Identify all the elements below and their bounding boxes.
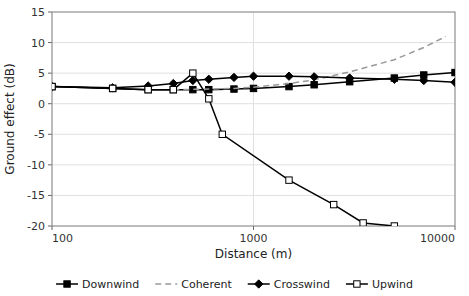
y-tick-label: -15 [27, 189, 45, 202]
point-marker [360, 220, 366, 226]
point-marker [311, 82, 317, 88]
point-marker [206, 96, 212, 102]
x-tick-label: 1000 [240, 232, 268, 245]
legend-item: Crosswind [248, 278, 330, 291]
y-tick-label: -10 [27, 159, 45, 172]
legend-label: Coherent [181, 278, 232, 291]
y-tick-label: 0 [38, 98, 45, 111]
point-marker [230, 73, 238, 81]
y-tick-label: 10 [31, 37, 45, 50]
point-marker [250, 85, 256, 91]
x-tick [52, 226, 53, 230]
legend-label: Downwind [82, 278, 139, 291]
point-marker [109, 85, 115, 91]
legend-swatch [155, 283, 177, 285]
point-marker [170, 86, 176, 92]
point-marker [190, 70, 196, 76]
x-axis-label: Distance (m) [215, 247, 292, 261]
y-tick [48, 12, 52, 13]
x-tick-label: 100 [52, 232, 73, 245]
legend-label: Upwind [372, 278, 413, 291]
point-marker [391, 223, 397, 226]
series-line [52, 73, 394, 226]
y-tick-label: 5 [38, 67, 45, 80]
point-marker [345, 74, 353, 82]
point-marker [310, 73, 318, 81]
legend-item: Downwind [56, 278, 139, 291]
y-tick [48, 103, 52, 104]
y-tick-label: -20 [27, 220, 45, 233]
grid [52, 12, 455, 226]
legend-item: Coherent [155, 278, 232, 291]
y-tick [48, 73, 52, 74]
legend-label: Crosswind [274, 278, 330, 291]
point-marker [451, 78, 455, 86]
legend-marker [354, 281, 360, 287]
y-tick-label: -5 [34, 128, 45, 141]
y-tick [48, 134, 52, 135]
point-marker [108, 84, 116, 92]
point-marker [52, 83, 55, 89]
point-marker [52, 82, 56, 90]
legend-marker [64, 281, 70, 287]
x-tick [455, 226, 456, 230]
point-marker [52, 83, 55, 89]
point-marker [249, 72, 257, 80]
x-tick-label: 10000 [420, 232, 455, 245]
x-tick [253, 226, 254, 230]
legend-marker [255, 280, 263, 288]
point-marker [170, 86, 176, 92]
point-marker [205, 75, 213, 83]
series-line [173, 36, 445, 89]
plot-area [52, 36, 455, 226]
point-marker [390, 75, 398, 83]
point-marker [330, 201, 336, 207]
point-marker [286, 177, 292, 183]
x-grid-line [253, 12, 254, 226]
legend: Downwind Coherent Crosswind Upwind [56, 278, 413, 291]
point-marker [452, 69, 455, 75]
y-tick [48, 226, 52, 227]
y-tick [48, 164, 52, 165]
y-tick [48, 195, 52, 196]
chart: -20 -15 -10 -5 0 5 10 15 100 1000 10000 Distance (m… [0, 0, 469, 296]
point-marker [145, 86, 151, 92]
legend-item: Upwind [346, 278, 413, 291]
plot-frame [52, 12, 455, 226]
point-marker [285, 72, 293, 80]
point-marker [219, 131, 225, 137]
point-marker [109, 85, 115, 91]
point-marker [420, 76, 428, 84]
y-tick-label: 15 [31, 6, 45, 19]
point-marker [145, 86, 151, 92]
y-tick [48, 42, 52, 43]
y-axis-label: Ground effect (dB) [3, 63, 17, 174]
